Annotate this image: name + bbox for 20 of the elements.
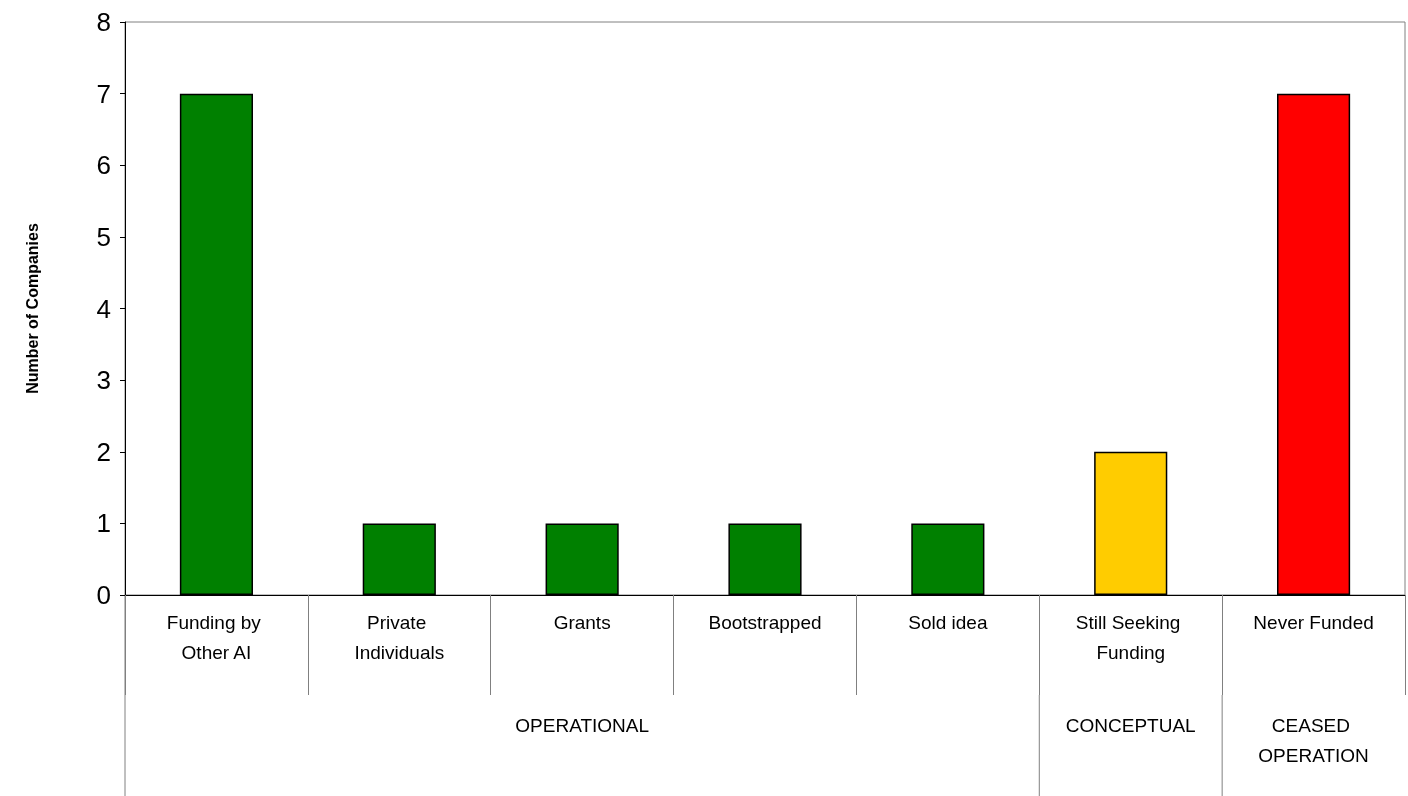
x-tick-label: Never Funded [1253,611,1374,633]
y-tick-label: 4 [96,293,111,324]
text: CONCEPTUAL [1065,714,1196,736]
y-tick-label: 2 [96,436,111,467]
x-tick-label: Funding by Other AI [166,611,267,663]
text: CEASED OPERATION [1258,714,1369,766]
x-tick-label: Grants [553,611,611,633]
y-tick-label: 8 [96,7,111,37]
x-tick-label: Bootstrapped [708,611,822,633]
y-tick-label: 0 [96,580,111,610]
x-tick-label: Private Individuals [354,611,445,663]
y-axis-title: Number of Companies [23,223,41,394]
y-tick-label: 3 [96,365,111,396]
y-tick-label: 7 [96,78,111,109]
text: OPERATIONAL [515,714,650,736]
x-tick-label: Sold idea [908,611,988,633]
y-tick-label: 5 [96,221,111,252]
y-tick-label: 6 [96,150,111,181]
y-tick-label: 1 [96,508,111,539]
x-tick-label: Still Seeking Funding [1075,611,1186,663]
